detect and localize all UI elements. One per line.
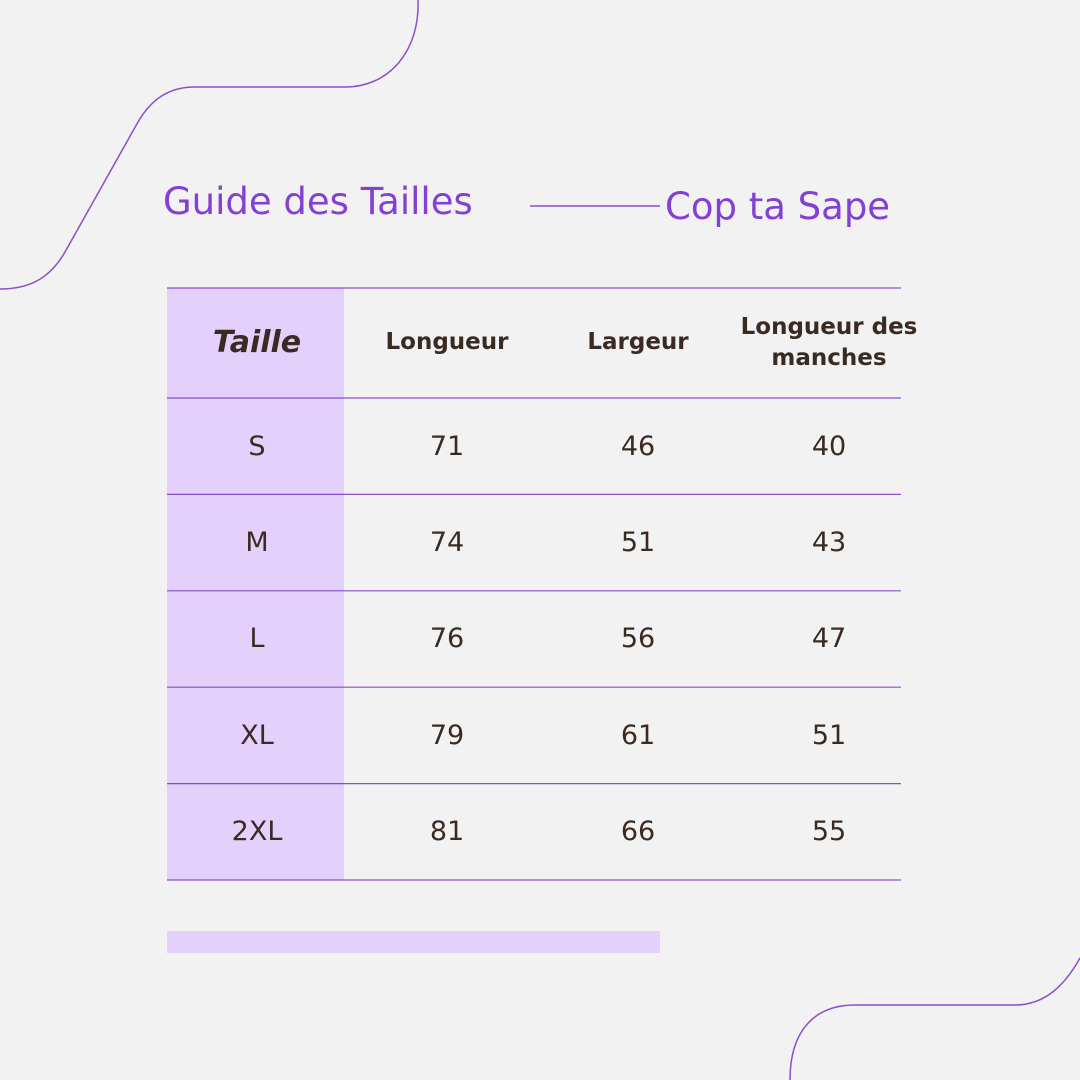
measurement: 51: [620, 527, 656, 559]
measurement: 40: [811, 430, 847, 462]
table-lines: [167, 287, 901, 881]
measurement: 51: [811, 719, 847, 751]
size-column-bg: [167, 288, 344, 880]
column-header: Longueur: [385, 329, 509, 356]
size-label: L: [249, 623, 265, 655]
measurement: 66: [620, 816, 656, 848]
curve: [0, 0, 419, 290]
brand: Cop ta Sape: [665, 185, 891, 228]
size-label: XL: [240, 719, 274, 751]
measurement: 74: [429, 527, 465, 559]
footer-bar: [167, 931, 660, 953]
measurement: 43: [811, 527, 847, 559]
measurement: 47: [811, 623, 847, 655]
measurement: 46: [620, 430, 656, 462]
measurement: 61: [620, 719, 656, 751]
column-header: Taille: [212, 324, 302, 360]
column-header: Largeur: [587, 329, 689, 356]
curve: [789, 957, 1080, 1080]
measurement: 56: [620, 623, 656, 655]
measurement: 81: [429, 816, 465, 848]
size-label: S: [248, 430, 266, 462]
size-label: 2XL: [231, 816, 283, 848]
page-title: Guide des Tailles: [163, 180, 473, 223]
measurement: 55: [811, 816, 847, 848]
measurement: 76: [429, 623, 465, 655]
size-label: M: [245, 527, 269, 559]
column-header: Longueur des manches: [740, 313, 918, 371]
measurement: 71: [429, 430, 465, 462]
measurement: 79: [429, 719, 465, 751]
